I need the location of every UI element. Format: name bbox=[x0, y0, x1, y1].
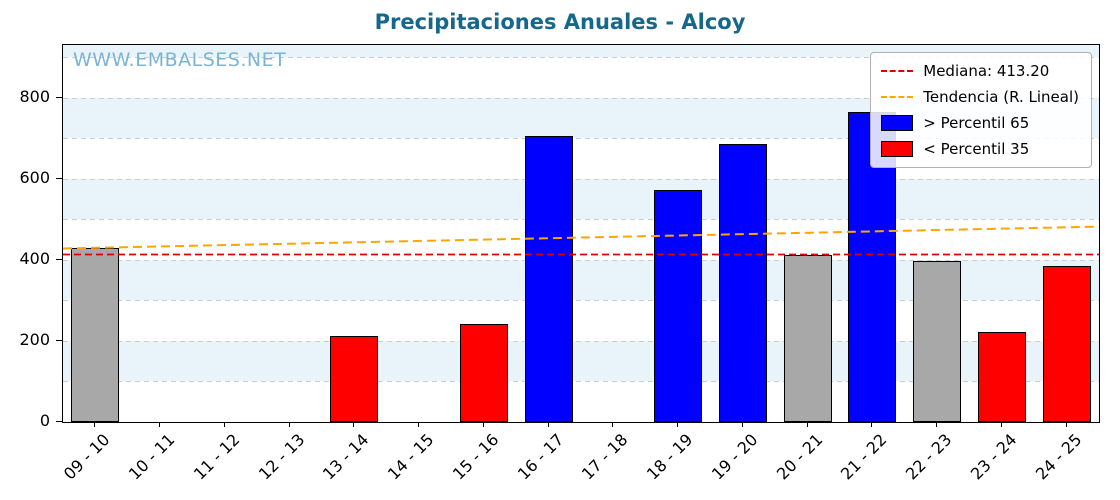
bar-23-24 bbox=[977, 332, 1026, 422]
legend: Mediana: 413.20 Tendencia (R. Lineal) > Pe… bbox=[870, 52, 1092, 168]
x-tick-mark bbox=[159, 422, 161, 427]
legend-item-1: Tendencia (R. Lineal) bbox=[881, 88, 1079, 106]
y-tick-mark bbox=[56, 96, 62, 98]
bar-15-16 bbox=[459, 323, 508, 422]
x-tick-mark bbox=[418, 422, 420, 427]
legend-label: Mediana: 413.20 bbox=[923, 62, 1050, 80]
x-tick-mark bbox=[741, 422, 743, 427]
y-tick-label-200: 200 bbox=[19, 329, 50, 349]
x-tick-label-09-10: 09 - 10 bbox=[60, 430, 114, 484]
overlay-lines bbox=[63, 225, 1099, 256]
bar-20-21 bbox=[783, 254, 832, 422]
legend-label: < Percentil 35 bbox=[923, 140, 1030, 158]
x-tick-label-24-25: 24 - 25 bbox=[1031, 430, 1086, 484]
y-tick-mark bbox=[56, 421, 62, 422]
gridline bbox=[63, 340, 1099, 342]
legend-label: Tendencia (R. Lineal) bbox=[923, 88, 1079, 106]
x-tick-mark bbox=[223, 422, 225, 427]
x-tick-label-17-18: 17 - 18 bbox=[578, 430, 632, 484]
legend-label: > Percentil 65 bbox=[923, 114, 1030, 132]
x-tick-label-20-21: 20 - 21 bbox=[772, 430, 827, 484]
gridline bbox=[63, 219, 1099, 221]
x-tick-label-19-20: 19 - 20 bbox=[707, 430, 762, 484]
x-tick-label-23-24: 23 - 24 bbox=[966, 430, 1021, 484]
x-tick-label-11-12: 11 - 12 bbox=[189, 430, 244, 484]
y-tick-label-800: 800 bbox=[19, 86, 50, 106]
watermark: WWW.EMBALSES.NET bbox=[73, 49, 287, 71]
trend-line bbox=[63, 225, 1099, 250]
bar-19-20 bbox=[718, 143, 767, 422]
gridline bbox=[63, 178, 1099, 180]
x-tick-mark bbox=[1000, 422, 1002, 427]
legend-line-swatch bbox=[881, 96, 914, 98]
x-tick-mark bbox=[612, 422, 614, 427]
x-tick-mark bbox=[871, 422, 873, 427]
x-tick-mark bbox=[547, 422, 549, 427]
bar-16-17 bbox=[524, 136, 573, 422]
bar-24-25 bbox=[1042, 265, 1091, 422]
x-tick-label-22-23: 22 - 23 bbox=[902, 430, 956, 484]
y-tick-mark bbox=[56, 339, 62, 341]
x-tick-label-14-15: 14 - 15 bbox=[384, 430, 438, 484]
x-tick-mark bbox=[94, 422, 96, 427]
y-tick-mark bbox=[56, 177, 62, 179]
legend-item-0: Mediana: 413.20 bbox=[881, 62, 1079, 80]
x-tick-mark bbox=[936, 422, 938, 427]
x-tick-label-16-17: 16 - 17 bbox=[513, 430, 568, 484]
y-tick-label-0: 0 bbox=[39, 411, 50, 430]
x-tick-mark bbox=[288, 422, 290, 427]
x-tick-mark bbox=[806, 422, 808, 427]
bar-09-10 bbox=[71, 247, 120, 422]
y-tick-label-600: 600 bbox=[19, 167, 50, 187]
chart-title: Precipitaciones Anuales - Alcoy bbox=[374, 10, 746, 34]
legend-patch-swatch bbox=[881, 115, 914, 131]
plot-area: WWW.EMBALSES.NET Mediana: 413.20 Tendenci… bbox=[62, 44, 1100, 423]
legend-line-swatch bbox=[881, 70, 914, 72]
x-tick-label-13-14: 13 - 14 bbox=[319, 430, 373, 484]
legend-item-2: > Percentil 65 bbox=[881, 114, 1079, 132]
x-tick-mark bbox=[353, 422, 355, 427]
gridline bbox=[63, 381, 1099, 383]
background-band bbox=[63, 178, 1099, 220]
gridline bbox=[63, 138, 1099, 140]
y-tick-mark bbox=[56, 258, 62, 260]
bar-22-23 bbox=[913, 261, 962, 422]
gridline bbox=[63, 259, 1099, 261]
x-tick-mark bbox=[482, 422, 484, 427]
gridline bbox=[63, 57, 1099, 59]
x-tick-label-10-11: 10 - 11 bbox=[125, 430, 179, 484]
legend-patch-swatch bbox=[881, 141, 914, 157]
legend-item-3: < Percentil 35 bbox=[881, 140, 1079, 158]
x-tick-label-21-22: 21 - 22 bbox=[837, 430, 891, 484]
gridline bbox=[63, 97, 1099, 99]
y-tick-label-400: 400 bbox=[19, 248, 50, 268]
bar-13-14 bbox=[330, 336, 379, 422]
x-tick-mark bbox=[677, 422, 679, 427]
x-tick-label-15-16: 15 - 16 bbox=[448, 430, 503, 484]
x-tick-label-18-19: 18 - 19 bbox=[643, 430, 697, 484]
bar-18-19 bbox=[654, 190, 703, 422]
x-tick-mark bbox=[1065, 422, 1067, 427]
gridline bbox=[63, 300, 1099, 302]
background-band bbox=[63, 45, 1099, 58]
x-tick-label-12-13: 12 - 13 bbox=[254, 430, 309, 484]
